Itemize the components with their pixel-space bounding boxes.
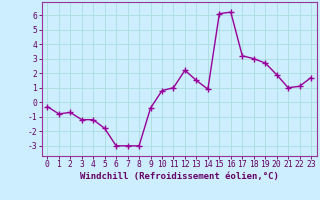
X-axis label: Windchill (Refroidissement éolien,°C): Windchill (Refroidissement éolien,°C) <box>80 172 279 181</box>
